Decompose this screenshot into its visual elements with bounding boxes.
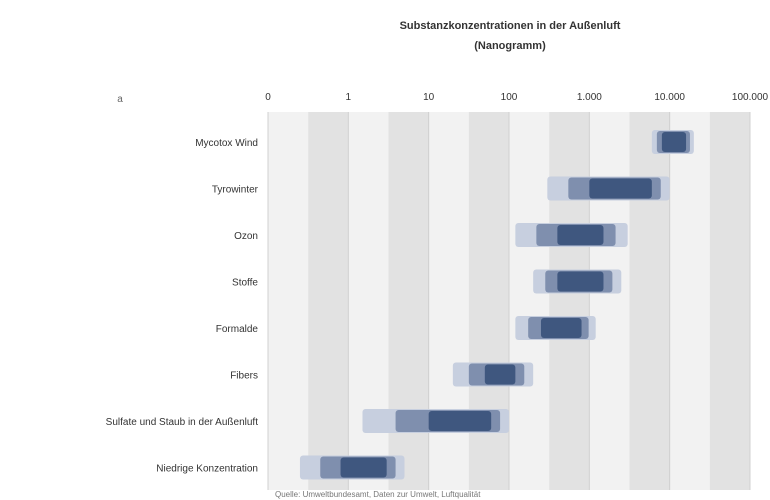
category-label: Niedrige Konzentration (156, 464, 258, 475)
background-band (509, 112, 550, 490)
range-bar-core (484, 364, 516, 385)
x-tick-label: 10 (423, 92, 435, 103)
range-bar-core (589, 178, 652, 199)
chart-title: Substanzkonzentrationen in der Außenluft… (300, 16, 720, 56)
x-tick-label: 10.000 (654, 92, 685, 103)
category-label: Sulfate und Staub in der Außenluft (106, 417, 259, 428)
range-bar-core (540, 318, 582, 338)
category-label: Formalde (216, 324, 259, 335)
background-band (468, 112, 509, 490)
background-band (629, 112, 670, 490)
x-tick-label: 1.000 (577, 92, 602, 103)
background-band (388, 112, 429, 490)
category-label: Fibers (230, 371, 258, 382)
x-tick-label: 1 (346, 92, 352, 103)
background-band (589, 112, 630, 490)
range-bar-core (557, 271, 604, 292)
x-tick-label: 0 (265, 92, 271, 103)
range-bar-core (428, 411, 492, 431)
range-bar-core (557, 225, 604, 245)
background-band (709, 112, 750, 490)
background-band (669, 112, 710, 490)
range-bar-core (340, 457, 387, 478)
range-bar-core (661, 132, 687, 152)
x-tick-label: 100 (501, 92, 518, 103)
background-band (549, 112, 590, 490)
background-band (428, 112, 469, 490)
background-band (268, 112, 309, 490)
category-label: Stoffe (232, 278, 258, 289)
background-band (348, 112, 389, 490)
category-label: Tyrowinter (212, 185, 259, 196)
chart-title-line2: (Nanogramm) (474, 40, 546, 52)
background-band (308, 112, 349, 490)
corner-label: a (117, 94, 123, 105)
category-label: Ozon (234, 231, 258, 242)
x-tick-label: 100.000 (732, 92, 769, 103)
category-label: Mycotox Wind (195, 138, 258, 149)
source-note: Quelle: Umweltbundesamt, Daten zur Umwel… (275, 490, 481, 499)
chart-title-line1: Substanzkonzentrationen in der Außenluft (399, 20, 621, 32)
